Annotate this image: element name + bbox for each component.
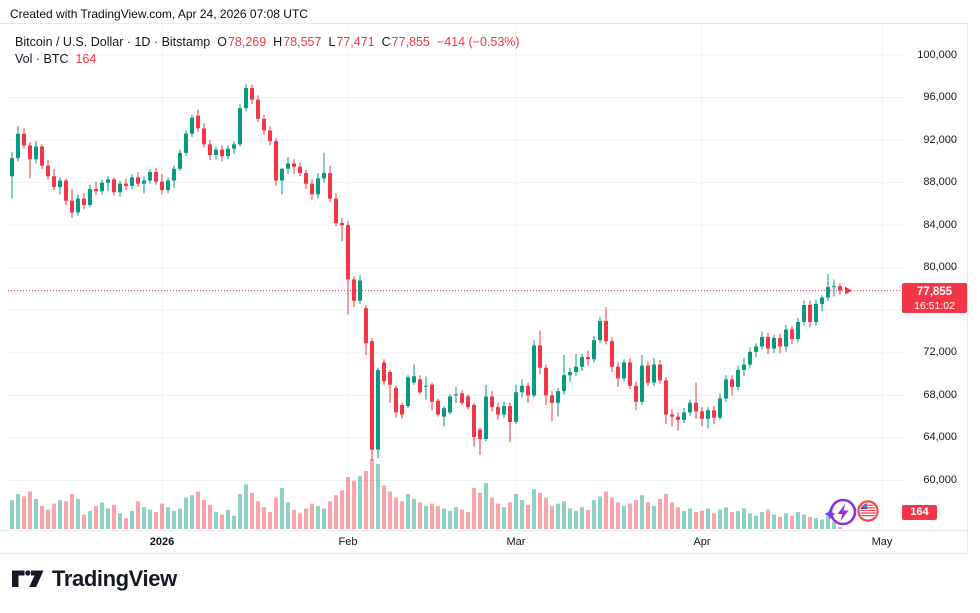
price-axis-label: 96,000	[923, 91, 957, 104]
price-axis-label: 72,000	[923, 346, 957, 359]
time-axis[interactable]: 2026 Feb Mar Apr May	[0, 530, 968, 553]
legend-symbol-row: Bitcoin / U.S. Dollar · 1D · Bitstamp O78…	[15, 34, 520, 51]
time-axis-separator	[0, 530, 968, 531]
flash-boost-icon[interactable]	[824, 498, 857, 526]
high-value: H78,557	[273, 35, 322, 49]
close-value: C77,855	[381, 35, 430, 49]
widget-top-border	[0, 23, 968, 24]
widget-bottom-border	[0, 553, 968, 554]
price-axis-label: 68,000	[923, 388, 957, 401]
price-axis-label: 60,000	[923, 474, 957, 486]
price-axis-label: 64,000	[923, 431, 957, 444]
last-price-value: 77,855	[916, 285, 953, 298]
time-axis-label: Mar	[506, 536, 526, 548]
volume-label: Vol · BTC	[15, 52, 69, 66]
tradingview-logo-text: TradingView	[52, 566, 177, 591]
bar-countdown: 16:51:02	[914, 299, 955, 312]
sparkle-icon	[824, 508, 836, 520]
open-value: O78,269	[217, 35, 267, 49]
time-axis-label: May	[871, 536, 893, 548]
legend-volume-row: Vol · BTC 164	[15, 51, 520, 68]
tradingview-logo[interactable]: TradingView	[12, 566, 177, 592]
lightning-bolt-icon	[837, 503, 849, 521]
price-axis-label: 84,000	[923, 218, 957, 231]
low-value: L77,471	[328, 35, 375, 49]
volume-axis-badge: 164	[902, 505, 937, 520]
symbol-title: Bitcoin / U.S. Dollar · 1D · Bitstamp	[15, 35, 211, 49]
tradingview-logo-mark	[12, 570, 44, 587]
time-axis-label: Apr	[693, 536, 711, 548]
last-price-marker-arrow	[845, 286, 852, 295]
us-flag-event-icon[interactable]	[857, 500, 879, 522]
volume-value: 164	[75, 52, 97, 66]
time-axis-label: Feb	[338, 536, 358, 548]
widget-right-border	[967, 23, 968, 553]
attribution-text: Created with TradingView.com, Apr 24, 20…	[10, 7, 308, 21]
change-value: −414 (−0.53%)	[436, 35, 520, 49]
last-price-label: 77,855 16:51:02	[902, 282, 967, 313]
price-axis-label: 92,000	[923, 133, 957, 146]
price-axis[interactable]: 100,000 96,000 92,000 88,000 84,000 80,000 72,…	[900, 0, 957, 530]
time-axis-label: 2026	[149, 536, 175, 548]
chart-legend: Bitcoin / U.S. Dollar · 1D · Bitstamp O78…	[15, 34, 520, 68]
price-axis-label: 100,000	[917, 48, 957, 61]
price-axis-label: 80,000	[923, 261, 957, 274]
price-axis-label: 88,000	[923, 176, 957, 189]
